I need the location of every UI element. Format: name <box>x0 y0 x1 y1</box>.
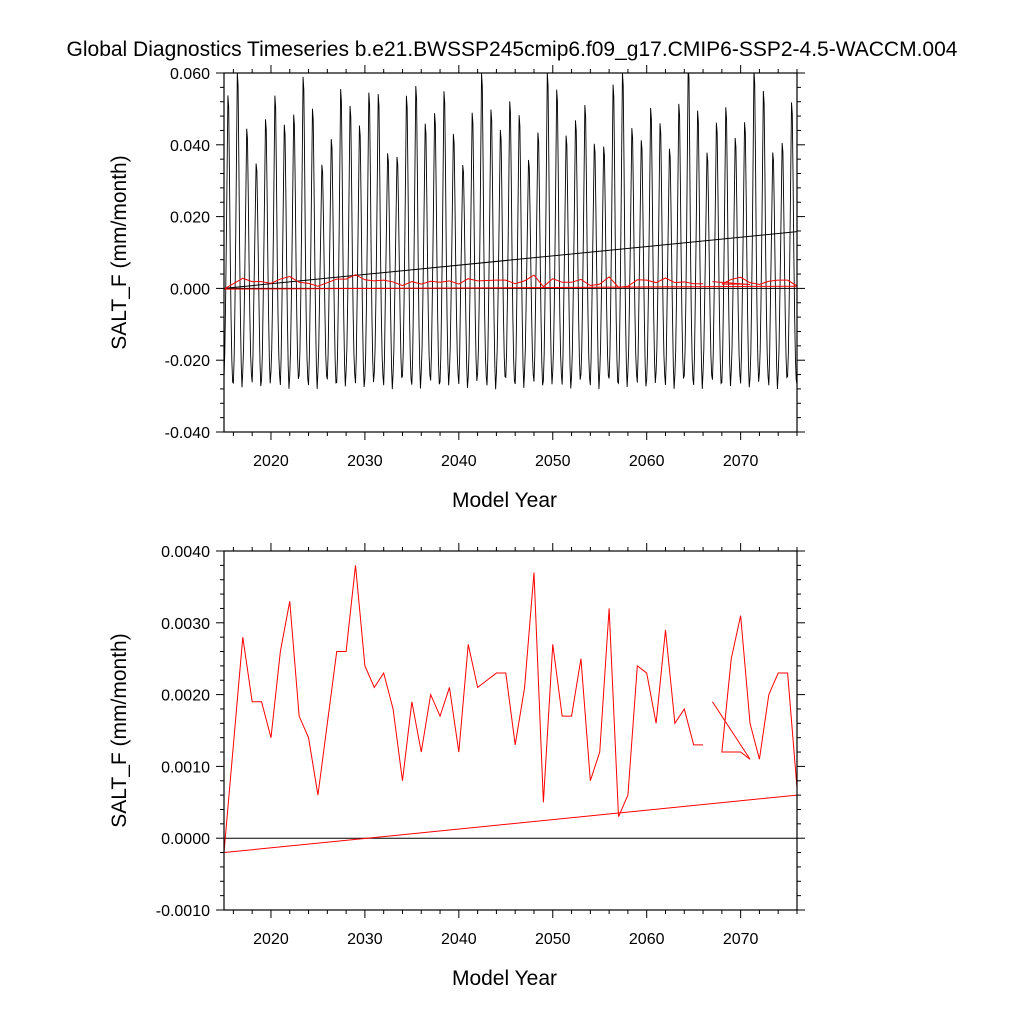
y-tick-label: 0.020 <box>170 210 210 227</box>
y-axis-label: SALT_F (mm/month) <box>108 633 131 827</box>
x-tick-label: 2020 <box>253 931 289 948</box>
series-annual-mean <box>224 565 704 853</box>
top-panel: 2020 2030 2040 2050 2060 2070 -0.040 -0.020 0.00… <box>108 65 805 512</box>
x-tick-label: 2050 <box>535 931 571 948</box>
y-tick-label: 0.0000 <box>161 831 210 848</box>
x-axis-label: Model Year <box>452 489 557 512</box>
plot-area <box>224 565 797 854</box>
y-tick-label: -0.040 <box>165 425 210 442</box>
series-trend-monthly- <box>224 231 797 289</box>
plot-area <box>224 73 797 390</box>
series-annual-mean-cont- <box>712 615 797 788</box>
y-tick-label: -0.020 <box>165 353 210 370</box>
x-tick-label: 2070 <box>723 931 759 948</box>
series-trend-annual- <box>224 285 797 290</box>
y-tick-label: 0.040 <box>170 138 210 155</box>
x-tick-label: 2020 <box>253 453 289 470</box>
x-tick-label: 2040 <box>441 931 477 948</box>
x-tick-label: 2030 <box>347 453 383 470</box>
bottom-panel: 2020 2030 2040 2050 2060 2070 -0.0010 0.0000 0.0… <box>108 543 805 990</box>
figure-title: Global Diagnostics Timeseries b.e21.BWSS… <box>66 38 958 61</box>
x-tick-label: 2030 <box>347 931 383 948</box>
x-tick-label: 2060 <box>629 931 665 948</box>
y-tick-label: 0.0010 <box>161 759 210 776</box>
series-annual-mean-cont- <box>712 276 797 287</box>
series-monthly <box>224 73 797 390</box>
y-tick-label: 0.000 <box>170 281 210 298</box>
y-tick-label: -0.0010 <box>156 903 210 920</box>
y-tick-label: 0.0040 <box>161 544 210 561</box>
plot-frame <box>223 72 798 433</box>
y-tick-label: 0.060 <box>170 66 210 83</box>
x-tick-label: 2040 <box>441 453 477 470</box>
x-axis-label: Model Year <box>452 967 557 990</box>
series-trend-annual- <box>224 794 797 854</box>
series-annual-mean <box>224 274 704 290</box>
x-tick-label: 2050 <box>535 453 571 470</box>
x-tick-label: 2070 <box>723 453 759 470</box>
y-tick-label: 0.0030 <box>161 616 210 633</box>
y-axis-label: SALT_F (mm/month) <box>108 155 131 349</box>
y-tick-label: 0.0020 <box>161 688 210 705</box>
plot-frame <box>223 550 798 911</box>
x-tick-label: 2060 <box>629 453 665 470</box>
